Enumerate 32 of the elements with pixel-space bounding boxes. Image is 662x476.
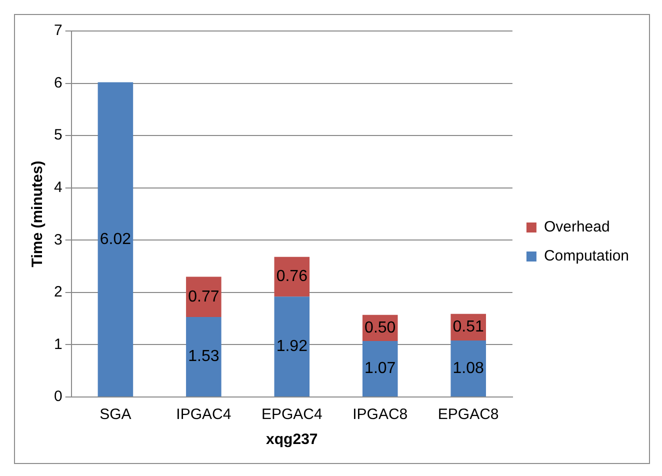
y-tick-label: 7 bbox=[54, 22, 62, 40]
y-tick-label: 5 bbox=[54, 126, 62, 144]
y-axis-title: Time (minutes) bbox=[29, 160, 46, 268]
y-tick-label: 4 bbox=[54, 179, 62, 196]
x-tick-label: EPGAC8 bbox=[438, 406, 499, 424]
data-label: 6.02 bbox=[100, 230, 132, 248]
y-tick-label: 1 bbox=[54, 336, 62, 353]
legend-label: Computation bbox=[544, 248, 630, 265]
x-tick-label: IPGAC4 bbox=[176, 406, 232, 424]
x-tick-label: SGA bbox=[100, 406, 132, 424]
data-label: 0.50 bbox=[364, 319, 396, 336]
data-label: 1.07 bbox=[364, 360, 396, 378]
data-label: 0.77 bbox=[188, 288, 220, 306]
data-label: 1.53 bbox=[188, 348, 220, 366]
y-tick-label: 3 bbox=[54, 231, 62, 248]
bar bbox=[450, 340, 486, 396]
x-tick-label: IPGAC8 bbox=[352, 406, 408, 424]
bar bbox=[274, 296, 310, 396]
data-label: 1.08 bbox=[452, 360, 484, 377]
data-label: 0.51 bbox=[452, 318, 484, 336]
data-label: 0.76 bbox=[276, 268, 308, 286]
bar bbox=[186, 317, 222, 396]
y-tick-label: 2 bbox=[54, 284, 62, 301]
bar bbox=[186, 276, 222, 318]
y-tick-label: 0 bbox=[54, 388, 62, 406]
data-label: 1.92 bbox=[276, 338, 308, 355]
bar bbox=[98, 82, 134, 396]
x-tick-label: EPGAC4 bbox=[261, 406, 322, 424]
x-axis-title: xqg237 bbox=[266, 431, 318, 448]
legend-label: Overhead bbox=[544, 218, 610, 236]
y-tick-label: 6 bbox=[54, 74, 62, 92]
bar bbox=[362, 341, 398, 396]
